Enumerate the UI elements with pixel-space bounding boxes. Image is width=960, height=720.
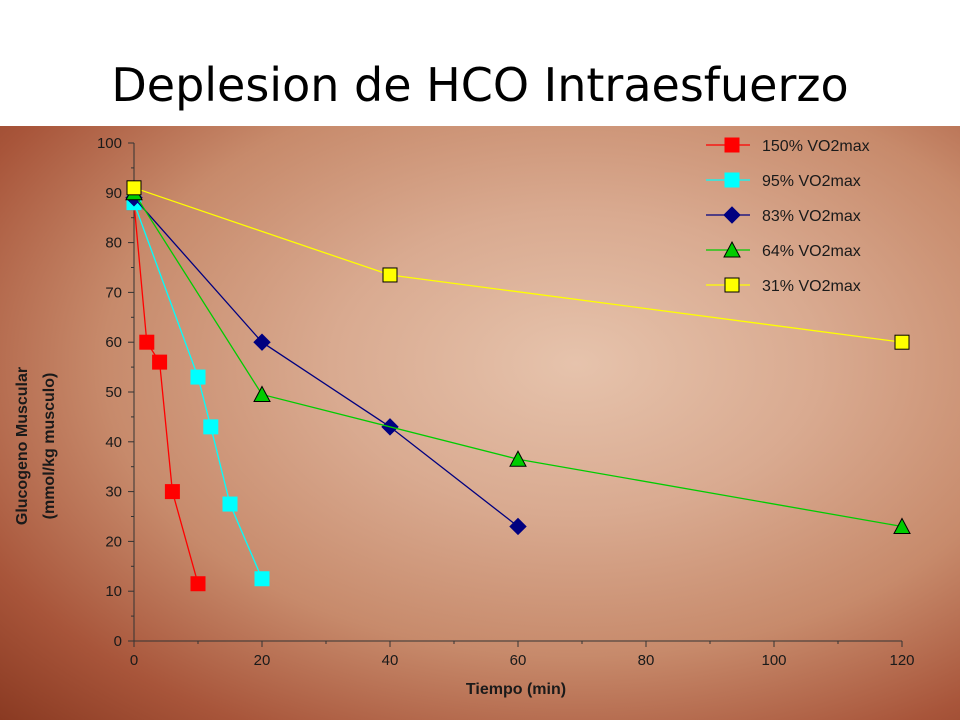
series-1 — [126, 195, 270, 587]
y-axis-title-line1: Glucogeno Muscular — [14, 367, 31, 525]
y-axis-title-line2: (mmol/kg musculo) — [41, 373, 58, 520]
x-axis-title: Tiempo (min) — [466, 681, 566, 698]
x-tick-label: 80 — [638, 652, 655, 669]
data-point — [382, 267, 398, 283]
legend-entry: 95% VO2max — [706, 172, 861, 190]
y-tick-label: 30 — [105, 484, 122, 501]
slide-title: Deplesion de HCO Intraesfuerzo — [111, 58, 849, 112]
y-tick-label: 60 — [105, 334, 122, 351]
data-point — [509, 517, 527, 536]
data-point — [190, 576, 206, 592]
data-point — [164, 484, 180, 500]
legend-entry: 31% VO2max — [706, 277, 861, 295]
legend-label: 64% VO2max — [762, 243, 861, 260]
legend-entry: 64% VO2max — [706, 240, 861, 260]
y-tick-label: 10 — [105, 583, 122, 600]
x-tick-label: 60 — [510, 652, 527, 669]
legend-label: 95% VO2max — [762, 173, 861, 190]
x-tick-label: 40 — [382, 652, 399, 669]
data-point — [190, 369, 206, 385]
chart-panel — [0, 126, 960, 720]
ticks: 0 10 20 30 40 50 60 70 80 90 100 0 20 40 60 80 100 120 — [97, 135, 915, 669]
series-group — [125, 180, 911, 592]
legend-label: 83% VO2max — [762, 208, 861, 225]
y-tick-label: 0 — [114, 633, 122, 650]
legend-marker — [724, 137, 740, 153]
y-tick-label: 20 — [105, 533, 122, 550]
y-tick-label: 80 — [105, 235, 122, 252]
data-point — [222, 496, 238, 512]
legend-label: 150% VO2max — [762, 138, 870, 155]
data-point — [893, 517, 911, 534]
y-tick-label: 90 — [105, 185, 122, 202]
data-point — [203, 419, 219, 435]
legend-entry: 150% VO2max — [706, 137, 870, 155]
data-point — [253, 333, 271, 351]
legend-marker — [723, 240, 741, 258]
series-line — [133, 202, 263, 580]
series-3 — [125, 183, 911, 534]
data-point — [152, 354, 168, 370]
y-tick-label: 100 — [97, 135, 122, 152]
data-point — [126, 180, 142, 196]
data-point — [253, 385, 271, 402]
x-tick-label: 120 — [889, 652, 914, 669]
x-tick-label: 20 — [254, 652, 271, 669]
series-4 — [126, 180, 910, 350]
y-tick-label: 40 — [105, 434, 122, 451]
y-tick-label: 50 — [105, 384, 122, 401]
data-point — [894, 334, 910, 350]
data-point — [139, 334, 155, 350]
legend-entry: 83% VO2max — [706, 206, 861, 225]
legend-marker — [724, 172, 740, 188]
series-2 — [125, 189, 527, 536]
legend: 150% VO2max 95% VO2max 83% VO2max 64% VO2ma… — [706, 137, 870, 295]
data-point — [254, 571, 270, 587]
legend-marker — [724, 277, 740, 293]
data-point — [509, 450, 527, 467]
legend-label: 31% VO2max — [762, 278, 861, 295]
x-tick-label: 100 — [761, 652, 786, 669]
x-tick-label: 0 — [130, 652, 138, 669]
series-0 — [126, 195, 206, 592]
legend-marker — [723, 206, 741, 224]
y-tick-label: 70 — [105, 284, 122, 301]
series-line — [133, 197, 519, 527]
series-line — [133, 192, 903, 528]
